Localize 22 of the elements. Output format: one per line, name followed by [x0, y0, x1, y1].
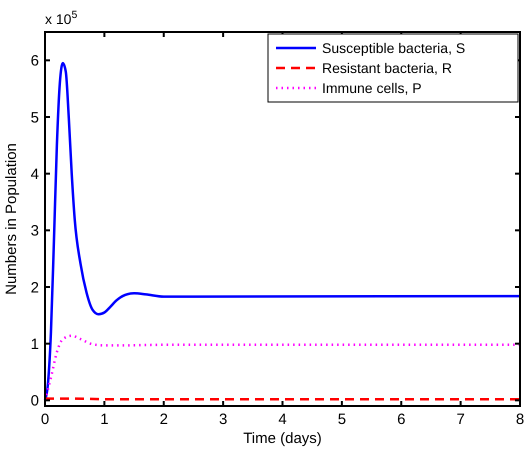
line-series — [44, 334, 522, 402]
x-axis-title: Time (days) — [243, 430, 322, 447]
x-tick-label: 6 — [397, 411, 406, 428]
x-tick-label: 3 — [218, 411, 228, 428]
x-tick-label: 4 — [278, 411, 287, 428]
legend-label: Susceptible bacteria, S — [322, 40, 466, 56]
x-tick-label: 1 — [100, 411, 109, 428]
legend-label: Resistant bacteria, R — [322, 60, 452, 76]
x-tick-label: 8 — [516, 411, 524, 428]
y-tick-label: 3 — [30, 222, 39, 240]
y-tick-label: 2 — [30, 279, 39, 296]
y-tick-label: 5 — [30, 109, 39, 126]
x-tick-label: 7 — [456, 411, 465, 428]
y-tick-label: 6 — [30, 52, 39, 70]
y-tick-label: 0 — [30, 392, 39, 410]
y-axis-title: Numbers in Population — [3, 143, 20, 295]
y-tick-label: 1 — [30, 336, 39, 353]
text: x 10$^{5}$ — [45, 9, 78, 27]
legend-label: Immune cells, P — [322, 80, 422, 96]
x-tick-label: 5 — [338, 411, 346, 428]
y-tick-label: 4 — [30, 166, 39, 183]
x-tick-label: 2 — [160, 411, 168, 428]
